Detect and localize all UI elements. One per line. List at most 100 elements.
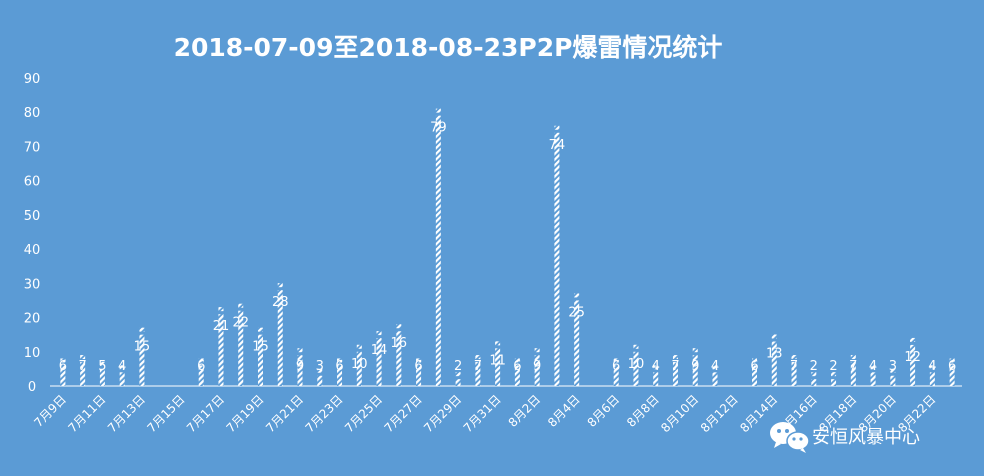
bar-cap bbox=[613, 358, 619, 363]
bar-cap bbox=[811, 372, 817, 377]
x-tick-label: 8月6日 bbox=[585, 392, 623, 430]
y-tick-label: 0 bbox=[28, 380, 36, 395]
x-tick-label: 8月8日 bbox=[624, 392, 662, 430]
y-tick-label: 70 bbox=[24, 140, 41, 155]
bar bbox=[416, 365, 422, 386]
data-label: 6 bbox=[513, 359, 521, 374]
bar bbox=[317, 375, 323, 386]
bar-cap bbox=[771, 334, 777, 339]
y-tick-label: 90 bbox=[24, 72, 41, 87]
data-label: 7 bbox=[849, 359, 857, 374]
bar-cap bbox=[692, 348, 698, 353]
x-axis: 7月9日7月11日7月13日7月15日7月17日7月19日7月21日7月23日7… bbox=[31, 392, 938, 435]
bar bbox=[277, 290, 283, 386]
x-tick-label: 7月15日 bbox=[144, 392, 187, 435]
x-tick-label: 8月12日 bbox=[698, 392, 741, 435]
bar bbox=[257, 334, 263, 386]
data-label: 10 bbox=[351, 357, 368, 372]
data-label: 3 bbox=[889, 359, 897, 374]
bar bbox=[672, 362, 678, 386]
bar bbox=[435, 115, 441, 387]
x-tick-label: 7月29日 bbox=[421, 392, 464, 435]
bar-cap bbox=[435, 108, 441, 113]
chart-title: 2018-07-09至2018-08-23P2P爆雷情况统计 bbox=[174, 33, 723, 62]
bar-cap bbox=[534, 348, 540, 353]
bar bbox=[514, 365, 520, 386]
bar bbox=[831, 379, 837, 386]
bar bbox=[396, 331, 402, 386]
bar-cap bbox=[752, 358, 758, 363]
bar-cap bbox=[475, 355, 481, 360]
data-label: 6 bbox=[948, 359, 956, 374]
data-label: 7 bbox=[79, 359, 87, 374]
x-tick-label: 7月25日 bbox=[342, 392, 385, 435]
bar-cap bbox=[455, 372, 461, 377]
bar bbox=[870, 372, 876, 386]
x-tick-label: 7月21日 bbox=[263, 392, 306, 435]
bar bbox=[238, 310, 244, 386]
data-label: 6 bbox=[750, 359, 758, 374]
bar-cap bbox=[910, 337, 916, 342]
x-tick-label: 7月11日 bbox=[65, 392, 108, 435]
x-tick-label: 7月27日 bbox=[382, 392, 425, 435]
data-label: 4 bbox=[928, 359, 936, 374]
bar bbox=[574, 300, 580, 386]
bar bbox=[929, 372, 935, 386]
data-label: 6 bbox=[335, 359, 343, 374]
bar bbox=[613, 365, 619, 386]
data-label: 15 bbox=[252, 340, 269, 355]
y-tick-label: 50 bbox=[24, 209, 41, 224]
bar-cap bbox=[574, 293, 580, 298]
data-label: 3 bbox=[316, 359, 324, 374]
data-label: 9 bbox=[533, 359, 541, 374]
bar bbox=[752, 365, 758, 386]
data-label: 10 bbox=[628, 357, 645, 372]
data-label: 28 bbox=[272, 295, 289, 310]
bar bbox=[337, 365, 343, 386]
wechat-icon bbox=[770, 422, 810, 453]
data-label: 4 bbox=[118, 359, 126, 374]
bar bbox=[811, 379, 817, 386]
bar bbox=[198, 365, 204, 386]
x-tick-label: 7月19日 bbox=[224, 392, 267, 435]
bar bbox=[495, 348, 501, 386]
bars bbox=[60, 108, 955, 387]
data-label: 16 bbox=[391, 336, 408, 351]
data-label: 22 bbox=[232, 316, 249, 331]
bar-cap bbox=[554, 125, 560, 130]
x-tick-label: 8月2日 bbox=[506, 392, 544, 430]
data-label: 74 bbox=[549, 138, 566, 153]
bar bbox=[633, 351, 639, 386]
bar bbox=[712, 372, 718, 386]
bar-cap bbox=[396, 324, 402, 329]
bar-cap bbox=[218, 307, 224, 312]
bar bbox=[890, 375, 896, 386]
bar-cap bbox=[99, 361, 105, 366]
bar-cap bbox=[495, 341, 501, 346]
bar-cap bbox=[633, 344, 639, 349]
data-label: 13 bbox=[766, 347, 783, 362]
y-tick-label: 10 bbox=[24, 346, 41, 361]
bar-cap bbox=[929, 365, 935, 370]
data-label: 6 bbox=[197, 359, 205, 374]
bar-cap bbox=[356, 344, 362, 349]
watermark: 安恒风暴中心 bbox=[770, 422, 920, 453]
x-tick-label: 7月17日 bbox=[184, 392, 227, 435]
x-tick-label: 8月4日 bbox=[545, 392, 583, 430]
bar bbox=[692, 355, 698, 386]
bar bbox=[119, 372, 125, 386]
data-label: 11 bbox=[489, 353, 506, 368]
bar-cap bbox=[277, 283, 283, 288]
bar-cap bbox=[712, 365, 718, 370]
y-tick-label: 20 bbox=[24, 312, 41, 327]
bar bbox=[554, 132, 560, 386]
bar-cap bbox=[672, 355, 678, 360]
data-label: 14 bbox=[371, 343, 388, 358]
data-label: 7 bbox=[671, 359, 679, 374]
bar-cap bbox=[139, 327, 145, 332]
bar-cap bbox=[870, 365, 876, 370]
bar-cap bbox=[80, 355, 86, 360]
data-label: 7 bbox=[474, 359, 482, 374]
y-tick-label: 30 bbox=[24, 277, 41, 292]
